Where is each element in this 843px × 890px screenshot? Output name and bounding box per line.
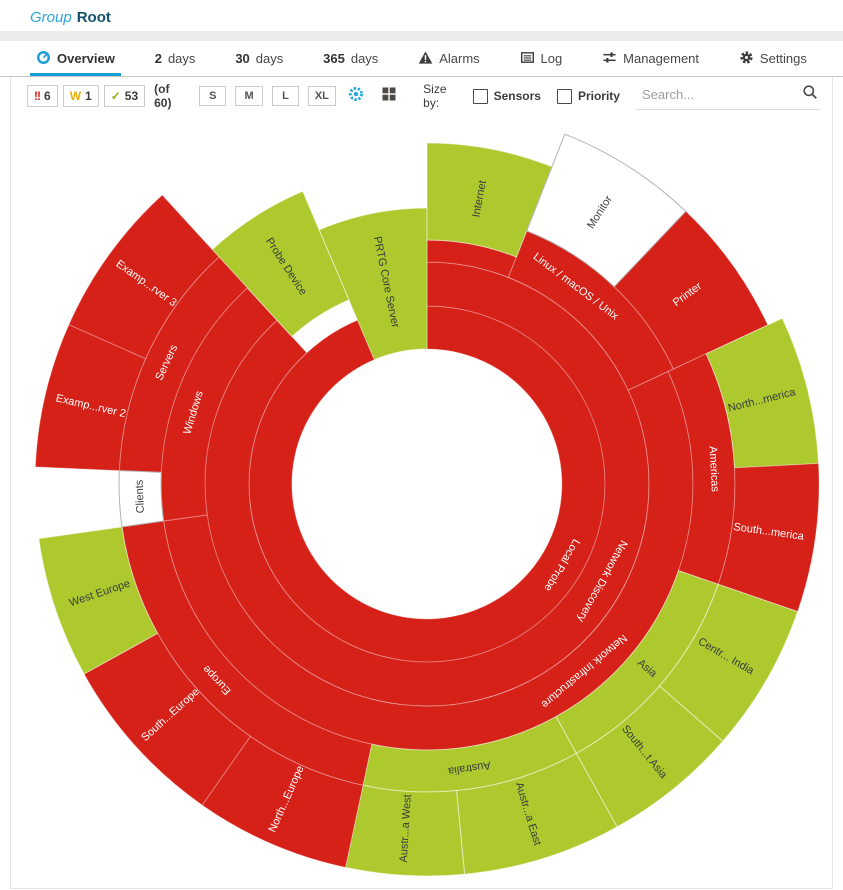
tab-bar: Overview 2 days 30 days 365 days Alarms … xyxy=(0,41,843,77)
tab-overview[interactable]: Overview xyxy=(30,41,121,76)
sunburst-view-button[interactable] xyxy=(344,84,368,108)
tab-365-days[interactable]: 365 days xyxy=(321,41,380,76)
segment-servers[interactable] xyxy=(118,256,249,473)
log-list-icon xyxy=(520,50,535,68)
tab-management-label: Management xyxy=(623,51,700,66)
segment-north-europe[interactable] xyxy=(201,735,364,868)
tab-management[interactable]: Management xyxy=(600,41,701,76)
priority-checkbox-label: Priority xyxy=(577,89,620,103)
search-box xyxy=(636,82,820,110)
warning-status-chip[interactable]: W 1 xyxy=(62,85,99,107)
object-name: Root xyxy=(76,9,111,26)
sensors-checkbox-label: Sensors xyxy=(493,89,541,103)
gauge-icon xyxy=(36,50,51,68)
warning-count: 1 xyxy=(85,89,92,103)
size-s-button[interactable]: S xyxy=(199,86,227,106)
label-americas: Americas xyxy=(707,446,721,493)
size-by-priority-checkbox[interactable]: Priority xyxy=(556,88,620,104)
toolbar: !! 6 W 1 ✓ 53 (of 60) S M L XL Size by: … xyxy=(11,77,832,115)
tiles-view-button[interactable] xyxy=(376,84,401,108)
content-panel: !! 6 W 1 ✓ 53 (of 60) S M L XL Size by: … xyxy=(10,77,833,889)
tab-365-days-number: 365 xyxy=(323,51,345,66)
warning-triangle-icon xyxy=(418,50,433,68)
tab-alarms-label: Alarms xyxy=(439,51,480,66)
tab-settings-label: Settings xyxy=(759,51,807,66)
segment-probe-device[interactable] xyxy=(211,190,350,338)
size-l-button[interactable]: L xyxy=(271,86,300,106)
tab-log-label: Log xyxy=(540,51,563,66)
segment-example-server-3[interactable] xyxy=(68,194,220,360)
error-icon: !! xyxy=(34,89,41,103)
tiles-grid-icon xyxy=(381,86,397,107)
tab-30-days-unit: days xyxy=(255,51,284,66)
ok-count: 53 xyxy=(124,89,139,103)
size-by-sensors-checkbox[interactable]: Sensors xyxy=(472,88,541,104)
checkbox-box xyxy=(556,88,572,104)
gear-icon xyxy=(739,50,754,68)
tab-30-days[interactable]: 30 days xyxy=(233,41,285,76)
sunburst-icon xyxy=(347,85,365,108)
search-icon[interactable] xyxy=(802,84,818,105)
error-count: 6 xyxy=(44,89,51,103)
warning-icon: W xyxy=(69,89,82,103)
segment-network-discovery[interactable] xyxy=(204,261,650,707)
total-count-label: (of 60) xyxy=(154,82,172,110)
size-by-label: Size by: xyxy=(423,82,447,110)
search-input[interactable] xyxy=(640,86,794,103)
segment-west-europe[interactable] xyxy=(38,526,159,675)
tab-2-days-unit: days xyxy=(167,51,196,66)
sliders-icon xyxy=(602,50,617,68)
check-icon: ✓ xyxy=(110,89,121,103)
tab-log[interactable]: Log xyxy=(518,41,565,76)
label-clients: Clients xyxy=(133,479,146,514)
object-type-label: Group xyxy=(30,9,72,26)
sunburst-chart-area: Local Probe Network Discovery Linux / macO… xyxy=(11,115,832,888)
ok-status-chip[interactable]: ✓ 53 xyxy=(103,85,146,107)
header-divider-band xyxy=(0,31,843,41)
checkbox-box xyxy=(472,88,488,104)
segment-clients[interactable] xyxy=(118,470,165,528)
page-title: Group Root xyxy=(0,0,843,31)
size-m-button[interactable]: M xyxy=(235,86,263,106)
tab-settings[interactable]: Settings xyxy=(737,41,809,76)
label-australia-west: Austr...a West xyxy=(398,794,414,863)
tab-2-days[interactable]: 2 days xyxy=(153,41,198,76)
segment-monitor[interactable] xyxy=(526,133,687,288)
tab-30-days-number: 30 xyxy=(235,51,250,66)
size-xl-button[interactable]: XL xyxy=(308,86,336,106)
error-status-chip[interactable]: !! 6 xyxy=(27,85,58,107)
tab-365-days-unit: days xyxy=(350,51,379,66)
tab-alarms[interactable]: Alarms xyxy=(416,41,481,76)
tab-2-days-number: 2 xyxy=(154,51,162,66)
tab-overview-label: Overview xyxy=(57,51,115,66)
segment-local-probe[interactable] xyxy=(248,305,606,663)
